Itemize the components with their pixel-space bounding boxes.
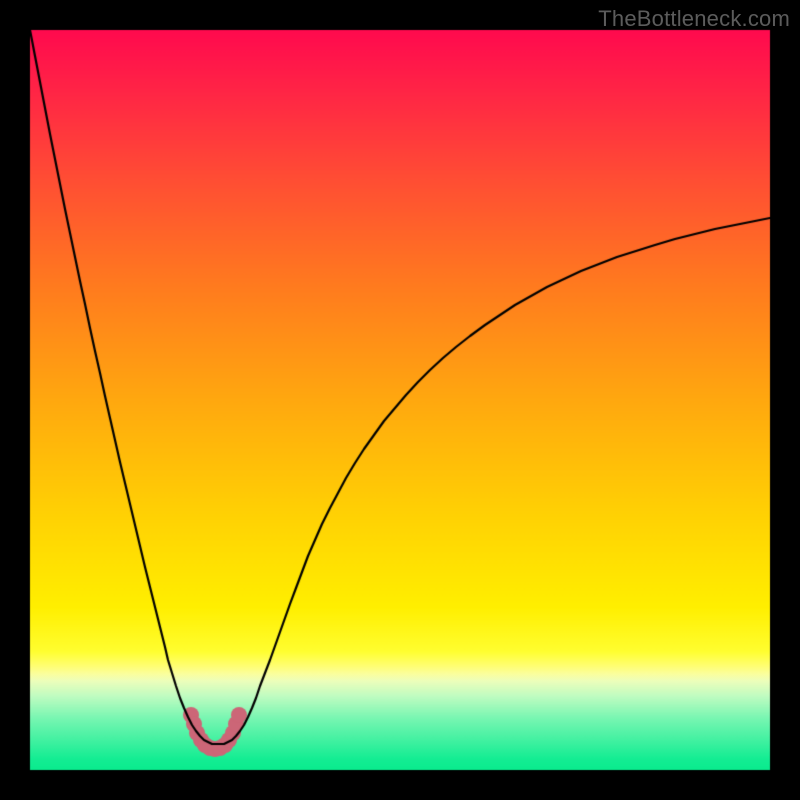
attribution-text: TheBottleneck.com	[598, 6, 790, 32]
bottleneck-chart-canvas	[0, 0, 800, 800]
